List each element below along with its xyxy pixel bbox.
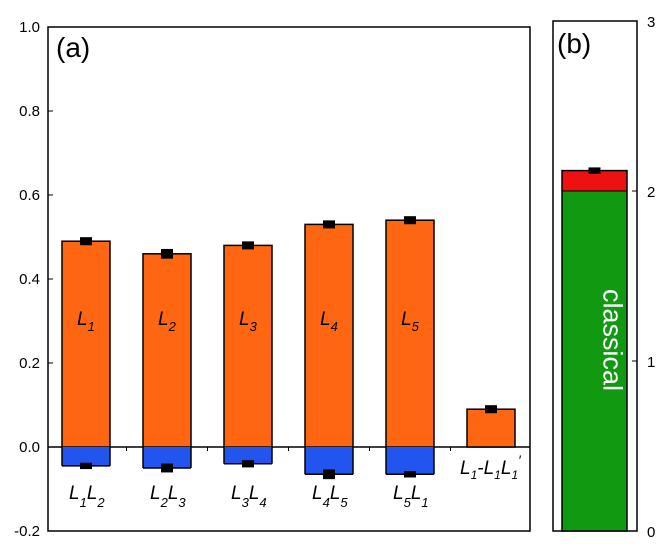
bar-below-label: L1L2	[69, 483, 105, 510]
positive-error-bar	[80, 237, 92, 246]
bar-inner-label: L5	[401, 309, 420, 334]
positive-error-bar	[242, 241, 254, 250]
bar-inner-label: L4	[320, 309, 338, 334]
y-tick-label: 0.0	[19, 439, 40, 456]
positive-bar	[385, 219, 435, 448]
panel-a-label: (a)	[56, 32, 90, 63]
positive-error-bar	[404, 216, 416, 225]
bar-group: L1-L1L1′	[460, 405, 522, 482]
positive-error-bar	[485, 405, 497, 414]
positive-bar	[466, 408, 516, 448]
negative-error-bar	[161, 463, 173, 473]
bar-group: L4 L4L5	[304, 220, 354, 510]
bar-group: L2 L2L3	[142, 248, 192, 510]
negative-bar	[62, 447, 110, 466]
panel-b-bars: classical	[561, 167, 628, 532]
panel-b-label: (b)	[557, 28, 591, 59]
y-tick-label: -0.2	[14, 523, 40, 540]
quantum-excess-bar	[562, 170, 627, 191]
bar-below-label: L1-L1L1′	[460, 452, 522, 482]
y-tick-label: 2	[647, 184, 655, 201]
y-tick-label: 0.4	[19, 271, 40, 288]
bar-below-label: L3L4	[231, 483, 267, 510]
bar-inner-label: L3	[239, 309, 258, 334]
positive-bar	[61, 240, 111, 448]
bar-group: L1 L1L2	[61, 237, 111, 510]
negative-error-bar	[242, 460, 254, 468]
negative-bar	[143, 447, 191, 468]
panel-b-axes: 3 2 1 0	[632, 14, 655, 541]
bar-below-label: L5L1	[393, 483, 429, 510]
positive-bar	[142, 253, 192, 448]
bar-below-label: L4L5	[312, 483, 348, 510]
negative-bar	[386, 447, 434, 475]
negative-error-bar	[323, 469, 335, 480]
y-tick-label: 0.6	[19, 187, 40, 204]
b-error-bar	[588, 167, 601, 174]
positive-bar	[304, 223, 354, 448]
positive-error-bar	[323, 220, 335, 229]
panel-a-axes: 1.0 0.8 0.6 0.4 0.2 0.0 -0.2	[14, 19, 530, 540]
y-tick-label: 1	[647, 354, 655, 371]
negative-error-bar	[80, 462, 92, 470]
classical-bar	[562, 191, 627, 531]
y-tick-label: 0	[647, 524, 655, 541]
positive-bar	[223, 244, 273, 448]
bar-inner-label: L1	[77, 309, 95, 334]
y-tick-label: 0.2	[19, 355, 40, 372]
bar-group: L3 L3L4	[223, 241, 273, 510]
bar-group: L5 L5L1	[385, 216, 435, 510]
y-tick-label: 1.0	[19, 19, 40, 36]
negative-bar	[224, 447, 272, 464]
y-tick-label: 0.8	[19, 103, 40, 120]
positive-error-bar	[161, 248, 173, 259]
bar-inner-label: L2	[158, 309, 177, 334]
panel-a-frame	[47, 26, 531, 532]
y-tick-label: 3	[647, 14, 655, 31]
bar-below-label: L2L3	[150, 483, 186, 510]
panel-a-bars: L1 L1L2 L2 L2L3 L3 L3L4 L4 L4L5 L5 L5L1 L1-L1L1′	[61, 216, 522, 510]
classical-bar-text: classical	[598, 289, 628, 391]
negative-error-bar	[404, 471, 416, 478]
